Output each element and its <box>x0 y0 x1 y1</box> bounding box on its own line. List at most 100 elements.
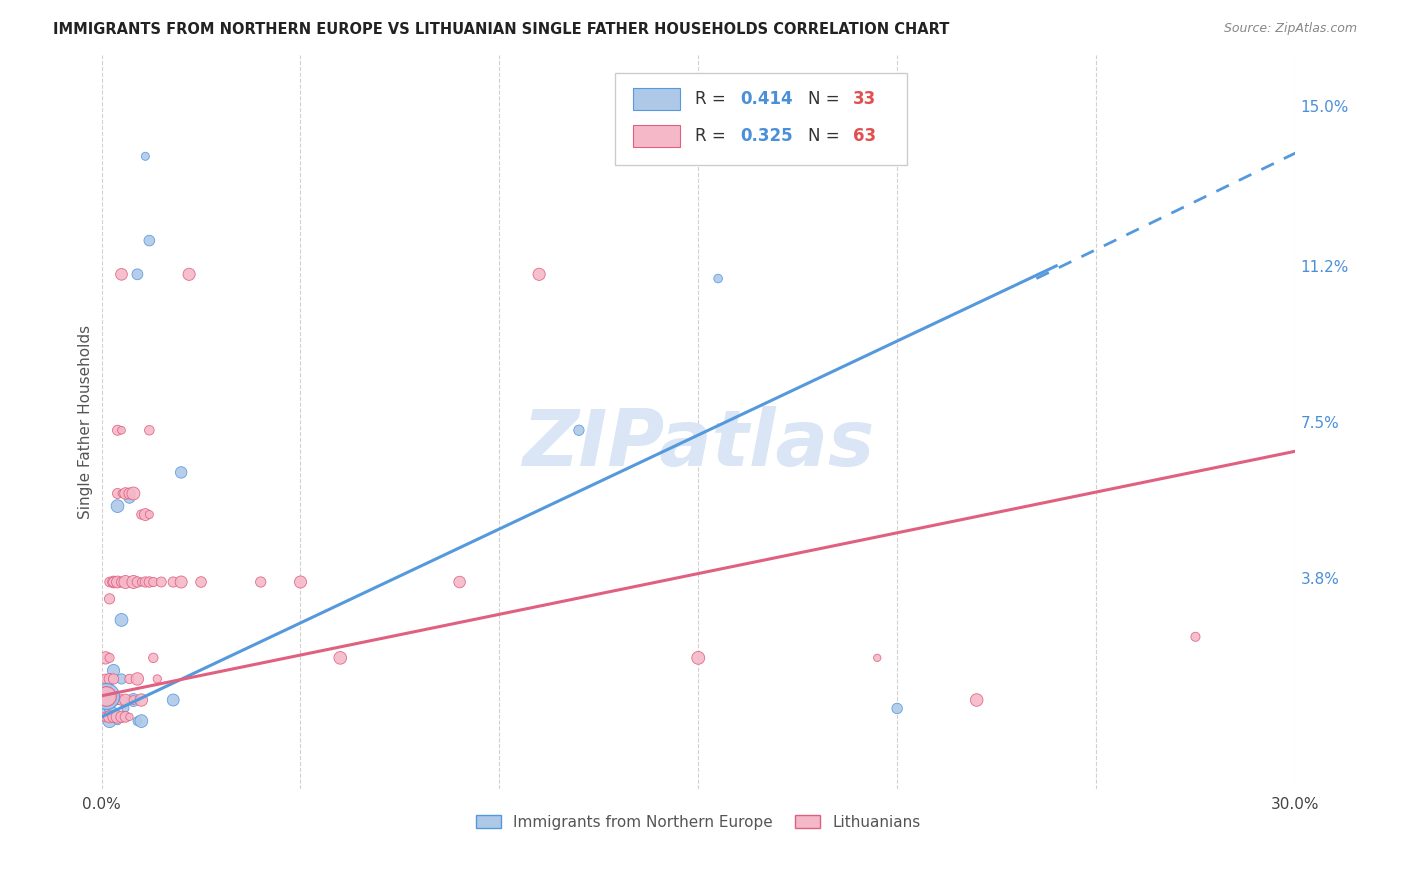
Point <box>107 486 129 500</box>
Point <box>107 693 129 707</box>
Point <box>110 574 132 589</box>
Text: 0.414: 0.414 <box>740 90 793 108</box>
Point <box>162 574 184 589</box>
Point <box>110 693 132 707</box>
Text: Source: ZipAtlas.com: Source: ZipAtlas.com <box>1223 22 1357 36</box>
Point <box>107 693 129 707</box>
Point <box>98 693 121 707</box>
Text: ZIPatlas: ZIPatlas <box>522 406 875 482</box>
Text: N =: N = <box>808 127 845 145</box>
Point <box>966 693 988 707</box>
Point <box>134 574 156 589</box>
Point <box>94 689 117 703</box>
Point <box>886 701 908 715</box>
Point <box>107 714 129 728</box>
Point <box>118 491 141 505</box>
Point <box>127 714 149 728</box>
Point <box>98 591 121 606</box>
Point <box>131 693 153 707</box>
Point <box>162 693 184 707</box>
Point <box>110 268 132 282</box>
Point <box>568 423 591 437</box>
Point <box>110 423 132 437</box>
Point <box>110 613 132 627</box>
FancyBboxPatch shape <box>633 88 681 110</box>
Point <box>98 701 121 715</box>
Point <box>94 689 117 703</box>
Point <box>98 710 121 724</box>
Point <box>103 672 125 686</box>
Point <box>107 423 129 437</box>
Point <box>98 651 121 665</box>
Point <box>114 710 136 724</box>
Point <box>110 672 132 686</box>
Point <box>122 693 145 707</box>
Point <box>138 234 160 248</box>
Point <box>527 268 550 282</box>
Point <box>98 672 121 686</box>
Point <box>114 574 136 589</box>
Point <box>110 710 132 724</box>
Point <box>146 672 169 686</box>
Point <box>150 574 173 589</box>
FancyBboxPatch shape <box>633 125 681 147</box>
Point <box>110 693 132 707</box>
Point <box>329 651 352 665</box>
Point <box>127 268 149 282</box>
Point <box>131 508 153 522</box>
Point <box>134 149 156 163</box>
Point <box>103 710 125 724</box>
Point <box>138 574 160 589</box>
Point <box>179 268 201 282</box>
Point <box>103 664 125 678</box>
Point <box>138 508 160 522</box>
Point <box>1184 630 1206 644</box>
Text: R =: R = <box>695 127 731 145</box>
Point <box>170 466 193 480</box>
Point <box>107 499 129 513</box>
Point <box>290 574 312 589</box>
Text: N =: N = <box>808 90 845 108</box>
Point <box>118 710 141 724</box>
Point <box>94 710 117 724</box>
Point <box>103 710 125 724</box>
Point <box>122 693 145 707</box>
Point <box>94 701 117 715</box>
Point <box>94 651 117 665</box>
Point <box>98 714 121 728</box>
Point <box>94 710 117 724</box>
Point <box>134 508 156 522</box>
Point <box>122 574 145 589</box>
Point <box>142 651 165 665</box>
Point <box>249 574 271 589</box>
Point <box>142 574 165 589</box>
Point <box>707 271 730 285</box>
FancyBboxPatch shape <box>614 73 907 165</box>
Point <box>94 693 117 707</box>
Point <box>107 710 129 724</box>
Text: 63: 63 <box>853 127 876 145</box>
Point <box>98 676 121 690</box>
Text: 33: 33 <box>853 90 876 108</box>
Point <box>131 714 153 728</box>
Point <box>170 574 193 589</box>
Point <box>190 574 212 589</box>
Point <box>449 574 471 589</box>
Point <box>114 701 136 715</box>
Point <box>103 693 125 707</box>
Point <box>118 486 141 500</box>
Point <box>94 693 117 707</box>
Point <box>866 651 889 665</box>
Point <box>688 651 710 665</box>
Point <box>103 574 125 589</box>
Text: 0.325: 0.325 <box>740 127 793 145</box>
Point <box>103 706 125 720</box>
Point <box>110 486 132 500</box>
Point <box>98 689 121 703</box>
Point <box>114 486 136 500</box>
Point <box>98 710 121 724</box>
Text: R =: R = <box>695 90 731 108</box>
Point <box>107 574 129 589</box>
Point <box>131 574 153 589</box>
Text: IMMIGRANTS FROM NORTHERN EUROPE VS LITHUANIAN SINGLE FATHER HOUSEHOLDS CORRELATI: IMMIGRANTS FROM NORTHERN EUROPE VS LITHU… <box>53 22 950 37</box>
